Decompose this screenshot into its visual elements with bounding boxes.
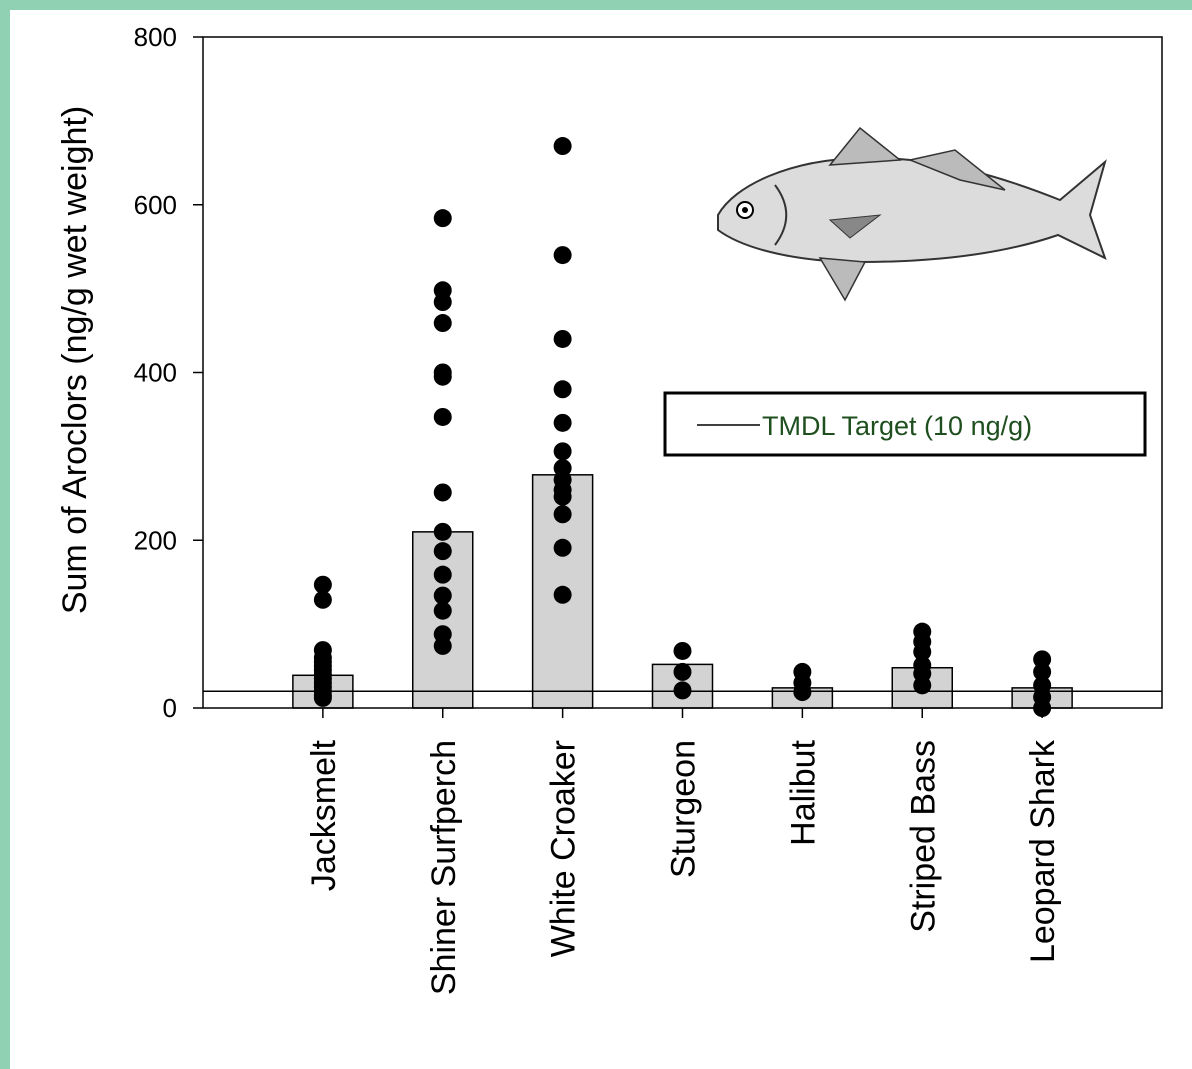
data-point [433, 522, 452, 541]
data-point [673, 662, 692, 681]
data-point [433, 293, 452, 312]
data-point [433, 542, 452, 561]
x-tick-label: Leopard Shark [1024, 739, 1062, 963]
data-point [793, 683, 812, 702]
data-point [313, 688, 332, 707]
data-point [553, 442, 572, 461]
data-point [673, 641, 692, 660]
legend-label: TMDL Target (10 ng/g) [762, 411, 1032, 441]
data-point [433, 601, 452, 620]
data-point [433, 367, 452, 386]
data-point [433, 314, 452, 333]
bar [412, 531, 474, 709]
x-tick-label: Striped Bass [904, 740, 942, 933]
data-point [433, 586, 452, 605]
y-tick-label: 400 [134, 358, 177, 388]
data-point [433, 565, 452, 584]
plot-frame [202, 36, 1163, 709]
x-tick-label: White Croaker [545, 740, 583, 957]
data-point [553, 538, 572, 557]
data-point [553, 505, 572, 524]
y-tick-label: 200 [134, 525, 177, 555]
y-tick-label: 600 [134, 190, 177, 220]
data-point [553, 246, 572, 265]
data-point [313, 590, 332, 609]
data-point [433, 407, 452, 426]
y-axis-label: Sum of Aroclors (ng/g wet weight) [56, 106, 94, 614]
x-tick-label: Jacksmelt [305, 739, 343, 891]
x-tick-label: Shiner Surfperch [425, 740, 463, 995]
data-point [553, 487, 572, 506]
data-point [1033, 650, 1052, 669]
data-point [553, 137, 572, 156]
data-point [553, 380, 572, 399]
data-point [673, 681, 692, 700]
data-point [553, 585, 572, 604]
data-point [913, 676, 932, 695]
legend-box [663, 391, 1147, 457]
data-point [433, 483, 452, 502]
x-tick-label: Sturgeon [665, 740, 703, 878]
data-point [553, 329, 572, 348]
fish-illustration [717, 126, 1107, 302]
data-point [553, 413, 572, 432]
data-point [433, 636, 452, 655]
background [10, 10, 1192, 1069]
x-tick-label: Halibut [784, 739, 822, 845]
data-point [433, 209, 452, 228]
data-point [913, 642, 932, 661]
y-tick-label: 0 [163, 693, 177, 723]
data-point [313, 575, 332, 594]
y-tick-label: 800 [134, 22, 177, 52]
data-point [1033, 662, 1052, 681]
